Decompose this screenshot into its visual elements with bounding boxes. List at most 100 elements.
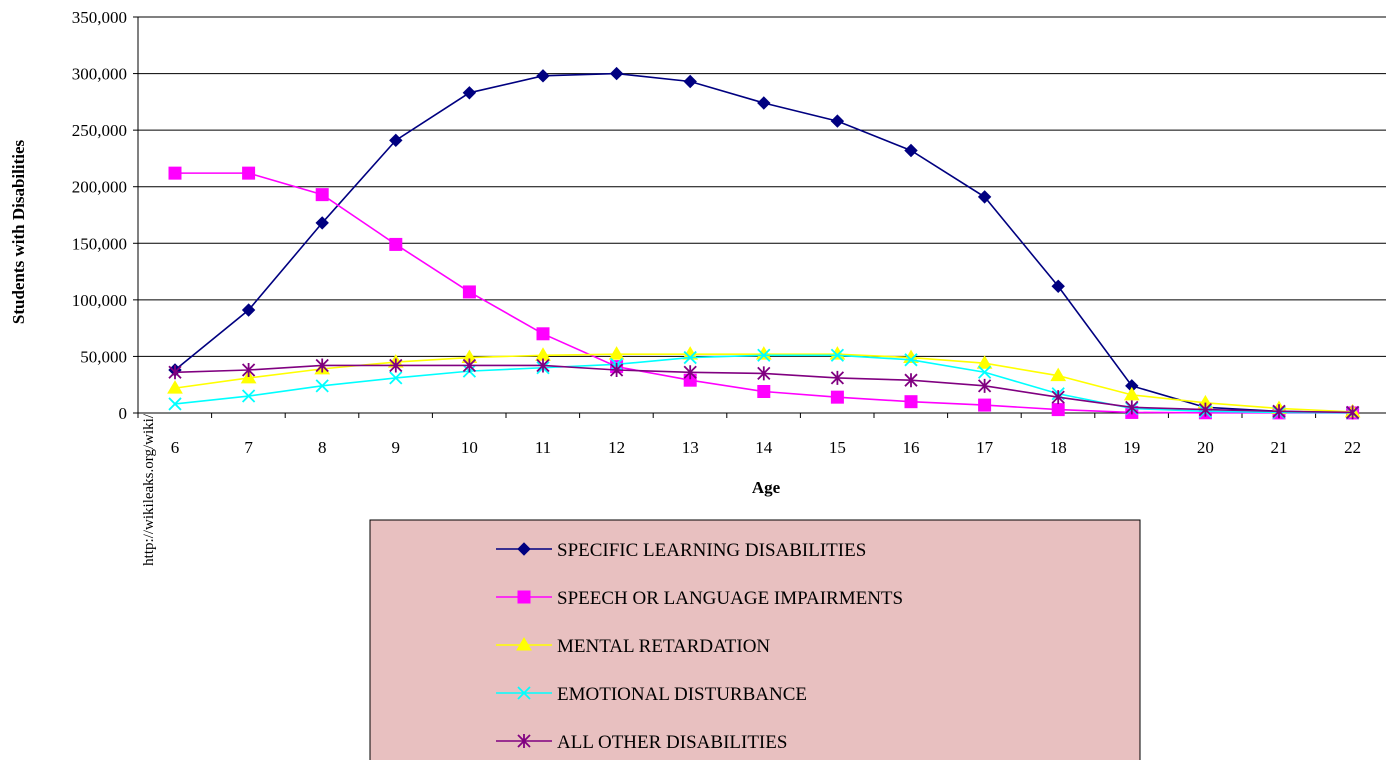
legend-marker [517, 542, 531, 556]
x-tick-label: 14 [755, 438, 773, 457]
y-tick-label: 350,000 [72, 8, 127, 27]
data-point [977, 365, 992, 379]
data-point [977, 378, 992, 393]
data-point [609, 363, 624, 378]
data-point [1051, 390, 1065, 405]
series-4 [168, 358, 1360, 420]
data-point [462, 86, 477, 100]
x-tick-label: 18 [1050, 438, 1067, 457]
data-point [536, 327, 550, 341]
legend-item: SPEECH OR LANGUAGE IMPAIRMENTS [496, 588, 903, 609]
x-tick-label: 16 [903, 438, 920, 457]
y-tick-label: 100,000 [72, 291, 127, 310]
y-tick-label: 150,000 [72, 234, 127, 253]
legend-item: MENTAL RETARDATION [496, 636, 770, 657]
data-point [830, 114, 845, 128]
data-point [389, 133, 403, 148]
data-point [1050, 367, 1067, 382]
series-group [167, 66, 1361, 420]
y-tick-label: 50,000 [80, 347, 127, 366]
data-point [167, 380, 183, 394]
data-point [683, 74, 697, 89]
gridlines [138, 16, 1386, 357]
data-point [904, 373, 918, 388]
data-point [241, 303, 256, 317]
data-point [757, 96, 771, 110]
legend: SPECIFIC LEARNING DISABILITIES SPEECH OR … [369, 519, 1141, 760]
series-line [174, 354, 1353, 414]
data-point [976, 355, 993, 369]
data-point [830, 348, 845, 362]
data-point [978, 398, 992, 412]
data-point [609, 66, 624, 81]
x-tick-label: 19 [1123, 438, 1140, 457]
data-point [683, 350, 697, 365]
y-tick-label: 200,000 [72, 178, 127, 197]
legend-label: ALL OTHER DISABILITIES [557, 732, 787, 753]
data-point [904, 395, 918, 409]
data-point [315, 358, 329, 373]
y-axis-ticks: 0 50,000 100,000 150,000 200,000 250,000 300,0… [72, 8, 138, 423]
data-point [683, 365, 697, 380]
y-axis-title: Students with Disabilities [9, 140, 28, 325]
data-point [241, 389, 256, 403]
legend-label: SPEECH OR LANGUAGE IMPAIRMENTS [557, 588, 903, 609]
data-point [242, 166, 256, 180]
data-point [315, 216, 329, 230]
legend-item: SPECIFIC LEARNING DISABILITIES [496, 540, 866, 561]
legend-label: SPECIFIC LEARNING DISABILITIES [557, 540, 866, 561]
data-point [1272, 404, 1286, 419]
x-tick-label: 21 [1271, 438, 1288, 457]
data-point [904, 143, 918, 158]
data-point [757, 348, 771, 362]
x-tick-label: 13 [682, 438, 699, 457]
data-point [1051, 279, 1065, 293]
data-point [829, 346, 846, 360]
x-tick-label: 9 [392, 438, 401, 457]
data-point [904, 353, 918, 367]
data-point [757, 366, 771, 381]
data-point [1123, 386, 1140, 401]
data-point [315, 188, 329, 202]
x-tick-label: 11 [535, 438, 551, 457]
legend-marker [517, 590, 531, 604]
data-point [1051, 403, 1065, 417]
x-tick-label: 15 [829, 438, 846, 457]
legend-marker [516, 637, 532, 651]
x-tick-label: 20 [1197, 438, 1214, 457]
data-point [389, 358, 403, 373]
data-point [608, 346, 625, 360]
x-tick-label: 6 [171, 438, 180, 457]
data-point [1198, 402, 1213, 417]
y-tick-label: 300,000 [72, 65, 127, 84]
data-point [315, 379, 329, 393]
watermark-text: http://wikileaks.org/wiki/ [141, 413, 157, 566]
x-tick-label: 22 [1344, 438, 1361, 457]
series-2 [167, 346, 1361, 418]
x-axis-title: Age [752, 478, 781, 497]
data-point [462, 358, 477, 373]
x-tick-label: 10 [461, 438, 478, 457]
data-point [830, 370, 845, 385]
legend-item: EMOTIONAL DISTURBANCE [496, 684, 807, 705]
legend-label: EMOTIONAL DISTURBANCE [557, 684, 807, 705]
legend-label: MENTAL RETARDATION [557, 636, 770, 657]
data-point [830, 390, 844, 404]
x-axis-ticks: 6 7 8 9 10 11 12 13 14 15 16 17 18 19 20 21 22 [137, 413, 1361, 457]
data-point [536, 358, 550, 373]
x-tick-label: 17 [976, 438, 994, 457]
data-point [536, 69, 550, 83]
data-point [389, 371, 403, 385]
data-point [1345, 405, 1360, 420]
legend-marker [517, 686, 531, 700]
x-tick-label: 12 [608, 438, 625, 457]
legend-marker [517, 734, 531, 748]
y-tick-label: 0 [119, 404, 128, 423]
data-point [389, 237, 403, 251]
y-tick-label: 250,000 [72, 121, 127, 140]
x-tick-label: 8 [318, 438, 327, 457]
data-point [168, 166, 182, 180]
legend-box [369, 519, 1141, 760]
data-point [241, 363, 256, 378]
